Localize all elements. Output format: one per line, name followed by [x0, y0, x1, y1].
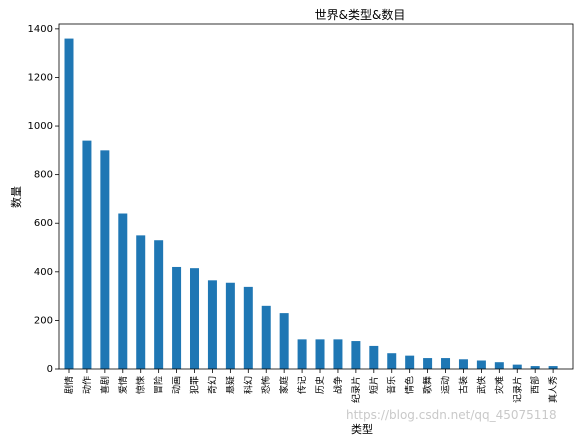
bar-7 — [172, 266, 182, 369]
watermark: https://blog.csdn.net/qq_45075118 — [346, 408, 557, 422]
bar-20 — [405, 355, 415, 369]
x-tick-label: 战争 — [332, 376, 344, 394]
y-tick-label: 0 — [47, 364, 53, 375]
x-tick-label: 情色 — [404, 376, 416, 394]
x-tick-label: 惊悚 — [135, 376, 147, 394]
bar-8 — [190, 268, 200, 369]
bar-19 — [387, 353, 397, 369]
x-tick-label: 运动 — [441, 376, 452, 394]
x-tick-label: 冒险 — [153, 376, 165, 394]
bars-group — [64, 38, 558, 369]
y-tick-label: 1000 — [28, 121, 53, 132]
chart-title: 世界&类型&数目 — [315, 7, 406, 22]
bar-11 — [243, 286, 253, 369]
y-axis: 0 200 400 600 800 1000 1200 1400 — [28, 24, 59, 375]
bar-9 — [207, 280, 217, 369]
y-axis-label: 数量 — [10, 186, 23, 208]
bar-28 — [548, 366, 558, 369]
bar-4 — [118, 213, 128, 369]
y-tick-label: 1200 — [28, 72, 53, 83]
y-tick-label: 1400 — [28, 24, 53, 35]
x-tick-label: 古装 — [457, 376, 469, 394]
bar-25 — [494, 362, 504, 369]
y-tick-label: 600 — [34, 218, 53, 229]
bar-1 — [64, 38, 74, 369]
bar-21 — [423, 358, 433, 369]
y-tick-label: 800 — [34, 170, 53, 181]
bar-13 — [279, 313, 289, 369]
bar-22 — [441, 358, 451, 369]
bar-5 — [136, 235, 146, 369]
x-tick-label: 悬疑 — [225, 376, 236, 394]
x-tick-label: 灾难 — [493, 376, 505, 394]
x-tick-label: 历史 — [314, 376, 326, 394]
bar-27 — [530, 366, 540, 369]
bar-23 — [458, 359, 468, 369]
y-tick-label: 400 — [34, 267, 53, 278]
bar-26 — [512, 364, 522, 369]
x-tick-label: 传记 — [296, 376, 308, 394]
bar-14 — [297, 339, 307, 369]
x-tick-label: 家庭 — [278, 376, 290, 394]
bar-12 — [261, 305, 271, 369]
bar-3 — [100, 150, 110, 369]
bar-10 — [225, 282, 235, 369]
bar-2 — [82, 140, 92, 369]
x-tick-label: 短片 — [368, 376, 380, 394]
x-tick-label: 动画 — [172, 376, 183, 394]
x-tick-label: 奇幻 — [206, 376, 218, 394]
x-tick-label: 剧情 — [63, 376, 75, 394]
bar-18 — [369, 345, 379, 369]
x-tick-label: 武侠 — [475, 376, 487, 394]
x-tick-label: 动作 — [81, 376, 93, 394]
bar-17 — [351, 341, 361, 369]
x-tick-label: 真人秀 — [547, 376, 559, 403]
x-tick-label: 恐怖 — [260, 376, 272, 394]
bar-6 — [154, 240, 164, 369]
x-tick-label: 记录片 — [511, 376, 523, 403]
bar-15 — [315, 339, 325, 369]
bar-24 — [476, 360, 486, 369]
x-tick-label: 纪录片 — [350, 376, 362, 403]
x-tick-label: 西部 — [529, 376, 541, 394]
x-tick-label: 爱情 — [117, 376, 129, 394]
plot-frame — [58, 23, 574, 370]
x-tick-label: 歌舞 — [422, 376, 434, 394]
x-tick-label: 喜剧 — [99, 376, 111, 394]
x-tick-label: 犯罪 — [190, 376, 201, 394]
x-axis: 剧情 动作 喜剧 爱情 惊悚 冒险 动画 犯罪 奇幻 悬疑 科幻 恐怖 家庭 传记 历史 战争 纪录片 短片 音乐情… — [63, 369, 559, 403]
x-tick-label: 音乐 — [386, 376, 398, 394]
bar-16 — [333, 339, 343, 369]
y-tick-label: 200 — [34, 315, 53, 326]
x-tick-label: 科幻 — [242, 376, 254, 394]
x-axis-label: 类型 — [351, 422, 373, 436]
